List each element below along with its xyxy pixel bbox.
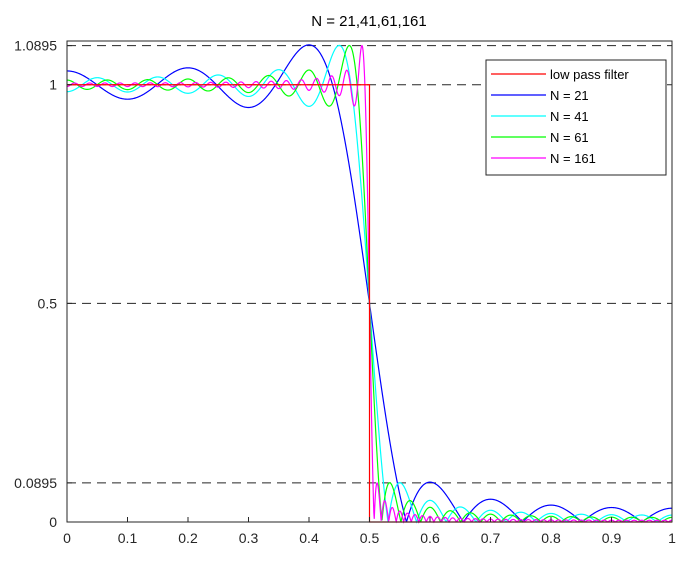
y-tick-label: 0.5 [38, 295, 58, 311]
x-tick-label: 0.9 [602, 530, 622, 546]
x-tick-label: 0.1 [118, 530, 138, 546]
y-tick-label: 1.0895 [14, 38, 57, 54]
x-tick-label: 0.3 [239, 530, 259, 546]
legend-label: N = 161 [550, 151, 596, 166]
y-tick-label: 1 [49, 77, 57, 93]
legend-items: low pass filter N = 21 N = 41 N = 61 N = 161 [491, 67, 629, 166]
chart-title: N = 21,41,61,161 [311, 13, 427, 30]
legend-label: N = 41 [550, 109, 589, 124]
legend-label: N = 61 [550, 130, 589, 145]
x-tick-label: 0.5 [360, 530, 380, 546]
x-tick-label: 0 [63, 530, 71, 546]
y-axis: 0 0.0895 0.5 1 1.0895 [14, 38, 72, 530]
legend: low pass filter N = 21 N = 41 N = 61 N = 161 [485, 59, 667, 176]
legend-box [485, 59, 667, 176]
x-tick-label: 0.7 [481, 530, 501, 546]
x-axis: 0 0.1 0.2 0.3 0.4 0.5 0.6 0.7 0.8 0.9 1 [63, 517, 676, 546]
legend-label: low pass filter [550, 67, 629, 82]
y-tick-label: 0.0895 [14, 475, 57, 491]
x-tick-label: 0.8 [541, 530, 561, 546]
x-tick-label: 0.6 [420, 530, 440, 546]
x-tick-label: 0.4 [299, 530, 319, 546]
x-tick-label: 1 [668, 530, 676, 546]
legend-label: N = 21 [550, 88, 589, 103]
x-tick-label: 0.2 [178, 530, 198, 546]
y-tick-label: 0 [49, 514, 57, 530]
